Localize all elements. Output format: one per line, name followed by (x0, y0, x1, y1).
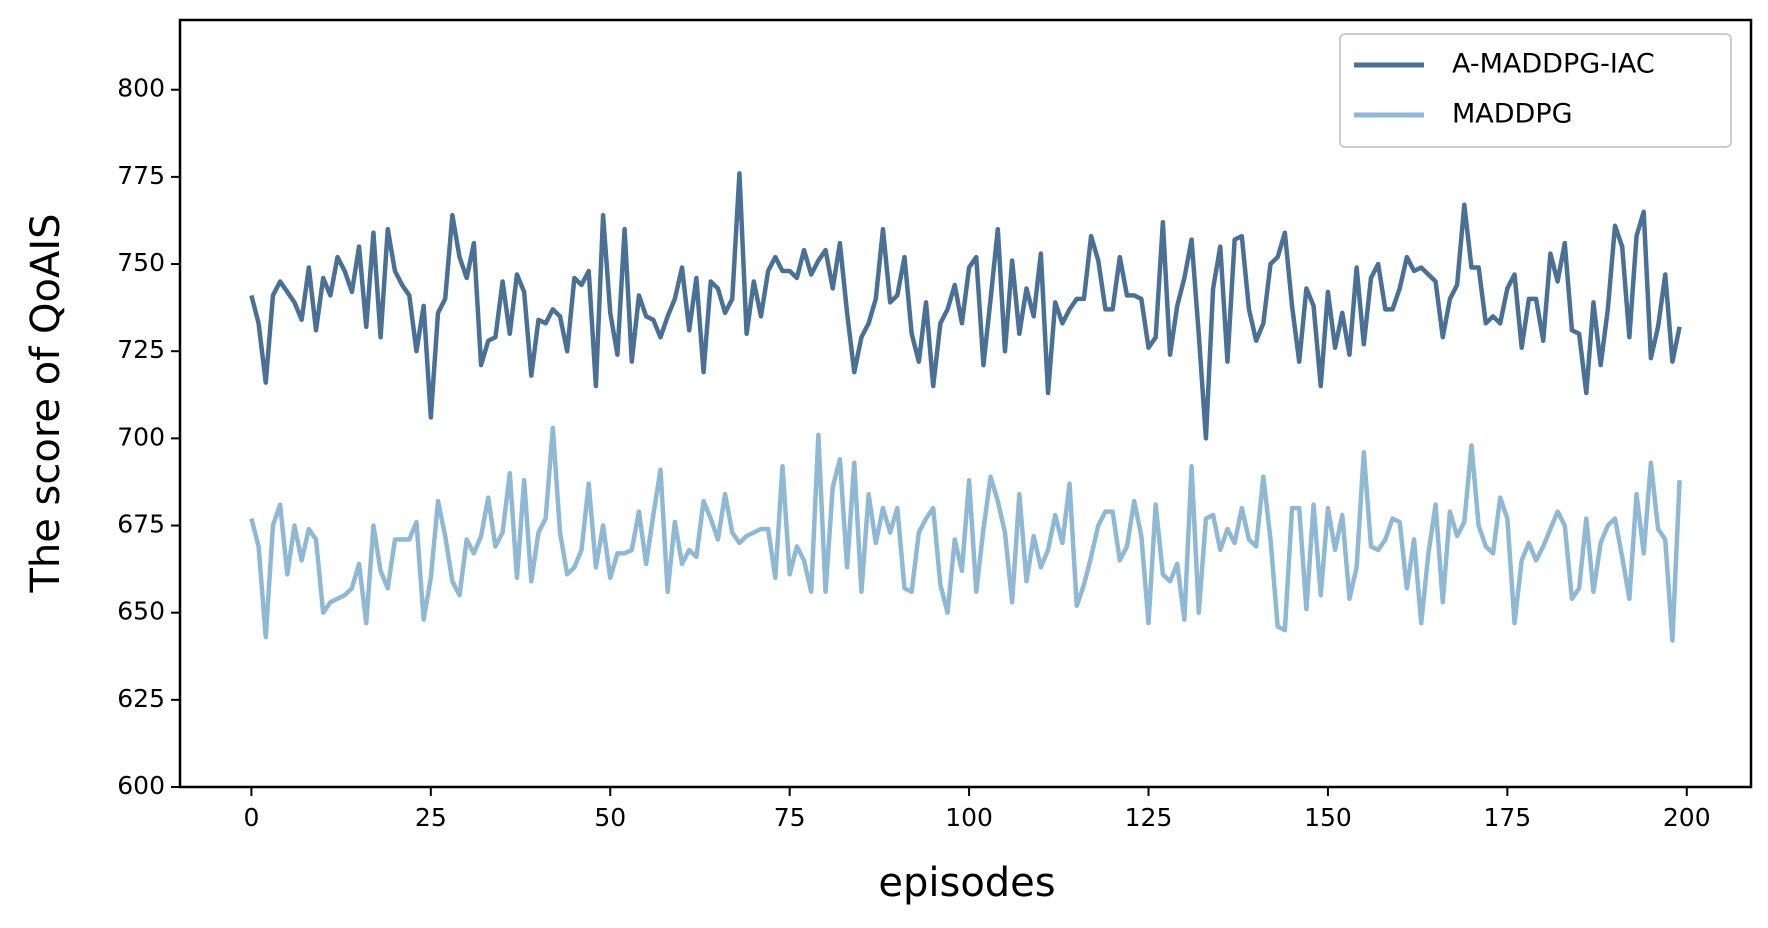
legend-box (1339, 33, 1732, 148)
x-tick-label: 0 (243, 803, 259, 832)
y-tick-label: 700 (117, 422, 165, 451)
x-tick-label: 200 (1663, 803, 1711, 832)
x-tick-label: 125 (1125, 803, 1173, 832)
y-tick-label: 600 (117, 771, 165, 800)
legend-label: MADDPG (1452, 99, 1573, 130)
y-tick-label: 675 (117, 510, 165, 539)
x-axis-label: episodes (878, 860, 1055, 906)
x-tick-label: 50 (594, 803, 626, 832)
series-line (249, 425, 1682, 643)
plot-frame (178, 18, 1753, 789)
x-tick-label: 175 (1483, 803, 1531, 832)
x-tick-label: 75 (774, 803, 806, 832)
y-axis-label: The score of QoAIS (23, 213, 69, 593)
y-tick-label: 625 (117, 684, 165, 713)
x-tick-label: 25 (415, 803, 447, 832)
y-tick-label: 775 (117, 161, 165, 190)
series-line (249, 171, 1682, 441)
legend-label: A-MADDPG-IAC (1452, 49, 1655, 80)
x-tick-label: 100 (945, 803, 993, 832)
y-tick-label: 800 (117, 74, 165, 103)
y-tick-label: 750 (117, 248, 165, 277)
y-tick-label: 725 (117, 335, 165, 364)
x-tick-label: 150 (1304, 803, 1352, 832)
y-tick-label: 650 (117, 597, 165, 626)
